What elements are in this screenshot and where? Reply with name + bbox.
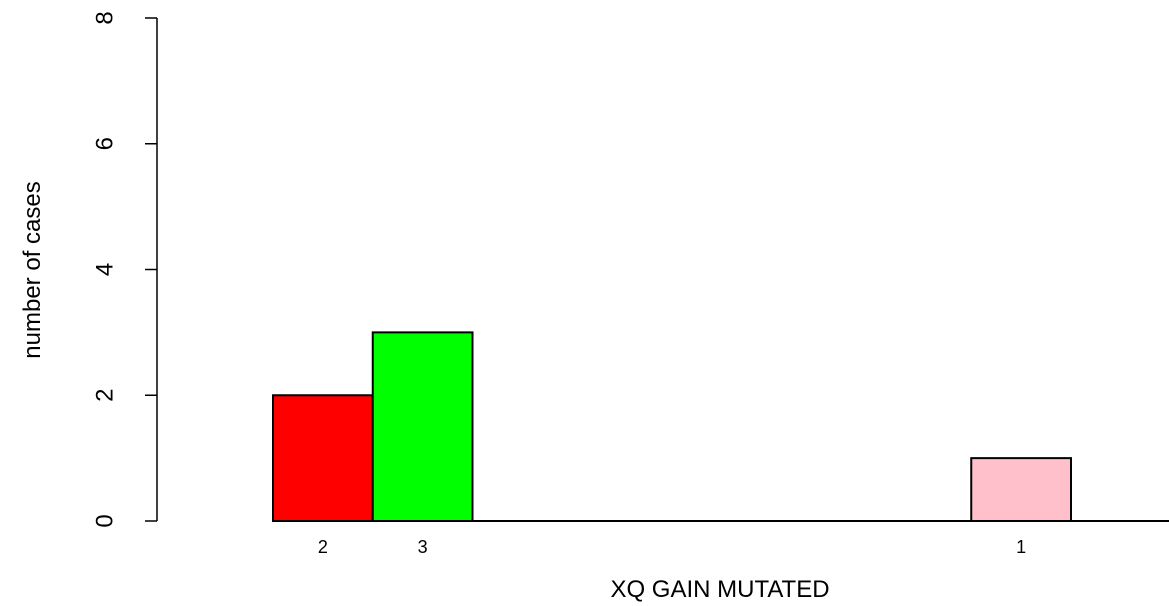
bar	[371, 331, 474, 522]
x-axis-label: XQ GAIN MUTATED	[610, 576, 829, 603]
x-tick-label: 1	[1016, 537, 1026, 557]
y-tick-label: 0	[92, 514, 119, 527]
bars	[272, 331, 1169, 523]
x-tick-label: 2	[318, 537, 328, 557]
y-tick-label: 2	[92, 389, 119, 402]
y-tick-label: 6	[92, 137, 119, 150]
bar	[970, 457, 1072, 522]
y-axis-label: number of cases	[19, 181, 46, 358]
y-tick-label: 8	[92, 11, 119, 24]
x-tick-labels: 2 3 1	[318, 537, 1026, 557]
x-tick-label: 3	[418, 537, 428, 557]
bar	[272, 394, 374, 522]
y-tick-label: 4	[92, 263, 119, 276]
y-axis: 0 2 4 6 8	[92, 11, 158, 528]
